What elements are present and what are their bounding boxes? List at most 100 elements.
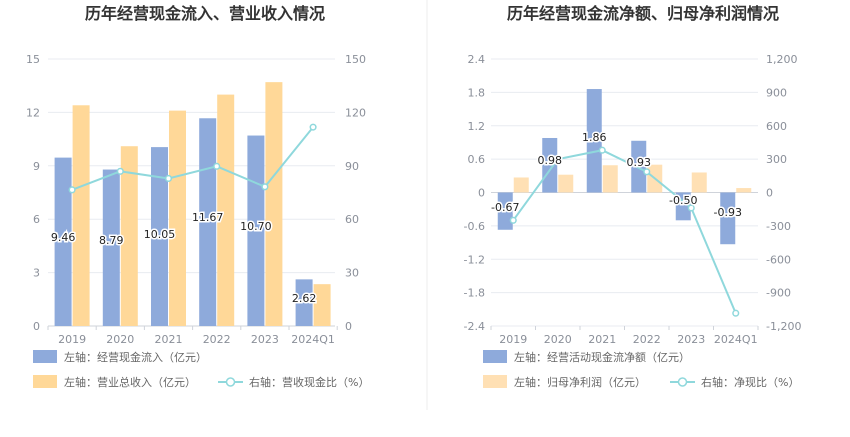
bar-net-cash-flow bbox=[542, 137, 558, 193]
right-axis-tick-label: -1,200 bbox=[766, 320, 801, 333]
bar-revenue bbox=[217, 94, 235, 326]
bar-cash-inflow bbox=[54, 157, 72, 326]
left-axis-tick-label: 2.4 bbox=[468, 53, 486, 66]
bar-data-label: 10.70 bbox=[240, 220, 272, 233]
x-axis-tick-label: 2019 bbox=[499, 333, 527, 346]
x-axis-tick-label: 2021 bbox=[155, 333, 183, 346]
bar-data-label: -0.93 bbox=[714, 206, 742, 219]
right-axis-tick-label: 0 bbox=[766, 187, 773, 200]
ratio-point bbox=[68, 186, 76, 194]
bar-data-label: -0.50 bbox=[669, 194, 697, 207]
left-axis-tick-label: -1.8 bbox=[464, 287, 485, 300]
left-axis-tick-label: 15 bbox=[26, 53, 40, 66]
legend-label: 右轴：净现比（%） bbox=[701, 375, 799, 389]
bar-net-profit bbox=[602, 165, 618, 193]
bar-revenue bbox=[72, 105, 90, 326]
right-axis-tick-label: 600 bbox=[766, 120, 787, 133]
left-axis-tick-label: 0 bbox=[478, 187, 485, 200]
legend-label: 左轴：经营现金流入（亿元） bbox=[64, 350, 207, 364]
bar-cash-inflow bbox=[102, 169, 120, 326]
bar-net-cash-flow bbox=[631, 140, 647, 193]
ratio-point bbox=[261, 183, 269, 191]
bar-cash-inflow bbox=[151, 147, 168, 326]
bar-revenue bbox=[120, 146, 138, 326]
right-axis-tick-label: 30 bbox=[345, 267, 359, 280]
left-axis-tick-label: 9 bbox=[33, 160, 40, 173]
bar-data-label: 1.86 bbox=[582, 131, 607, 144]
bar-data-label: 9.46 bbox=[51, 231, 76, 244]
bar-cash-inflow bbox=[247, 135, 265, 326]
ratio-point bbox=[116, 167, 124, 175]
ratio-point bbox=[554, 155, 562, 163]
x-axis-tick-label: 2022 bbox=[203, 333, 231, 346]
ratio-point bbox=[687, 204, 695, 212]
ratio-point bbox=[598, 146, 606, 154]
ratio-point bbox=[309, 123, 317, 131]
left-axis-tick-label: -1.2 bbox=[464, 253, 485, 266]
legend-swatch bbox=[483, 350, 507, 363]
left-axis-tick-label: 3 bbox=[33, 267, 40, 280]
left-axis-tick-label: -0.6 bbox=[464, 220, 485, 233]
left-axis-tick-label: -2.4 bbox=[464, 320, 485, 333]
left-axis-tick-label: 12 bbox=[26, 106, 40, 119]
bar-net-cash-flow bbox=[497, 192, 513, 230]
net-cash-flow-profit-chart: 历年经营现金流净额、归母净利润情况 2.4 1,200 1.8 900 1.2 600 0.6… bbox=[464, 4, 802, 389]
ratio-point bbox=[509, 216, 517, 224]
legend-swatch-marker bbox=[677, 377, 688, 387]
bar-data-label: -0.67 bbox=[491, 201, 519, 214]
x-axis-tick-label: 2021 bbox=[588, 333, 616, 346]
right-axis-tick-label: 120 bbox=[345, 106, 366, 119]
x-axis-tick-label: 2022 bbox=[633, 333, 661, 346]
bar-data-label: 0.93 bbox=[627, 156, 652, 169]
legend-swatch bbox=[483, 375, 507, 388]
legend-label: 左轴：归母净利润（亿元） bbox=[514, 375, 646, 389]
left-axis-tick-label: 6 bbox=[33, 213, 40, 226]
x-axis-tick-label: 2020 bbox=[544, 333, 572, 346]
ratio-line bbox=[512, 149, 737, 314]
bar-data-label: 0.98 bbox=[538, 154, 563, 167]
x-axis-tick-label: 2019 bbox=[58, 333, 86, 346]
right-axis-tick-label: 150 bbox=[345, 53, 366, 66]
cash-inflow-revenue-chart: 历年经营现金流入、营业收入情况 15 150 12 120 9 90 6 60 3 30 0 0 2019… bbox=[26, 4, 369, 389]
ratio-point bbox=[643, 168, 651, 176]
ratio-point bbox=[213, 162, 221, 170]
chart-title: 历年经营现金流净额、归母净利润情况 bbox=[507, 4, 779, 23]
bar-data-label: 10.05 bbox=[144, 228, 176, 241]
chart-title: 历年经营现金流入、营业收入情况 bbox=[85, 4, 325, 23]
right-axis-tick-label: 60 bbox=[345, 213, 359, 226]
x-axis-tick-label: 2020 bbox=[106, 333, 134, 346]
bar-cash-inflow bbox=[295, 279, 313, 326]
legend-label: 左轴：经营活动现金流净额（亿元） bbox=[514, 350, 690, 364]
legend-swatch-marker bbox=[225, 377, 236, 387]
bar-net-profit bbox=[513, 177, 529, 193]
right-axis-tick-label: -300 bbox=[766, 220, 791, 233]
bar-data-label: 2.62 bbox=[292, 292, 317, 305]
right-axis-tick-label: 900 bbox=[766, 86, 787, 99]
legend-swatch bbox=[33, 375, 57, 388]
ratio-point bbox=[732, 309, 740, 317]
bar-revenue bbox=[265, 82, 283, 326]
bar-net-profit bbox=[691, 172, 707, 193]
legend-swatch bbox=[33, 350, 57, 363]
bar-data-label: 11.67 bbox=[192, 211, 224, 224]
right-axis-tick-label: 0 bbox=[345, 320, 352, 333]
legend-label: 右轴：营收现金比（%） bbox=[249, 375, 369, 389]
x-axis-tick-label: 2023 bbox=[251, 333, 279, 346]
right-axis-tick-label: 300 bbox=[766, 153, 787, 166]
bar-net-profit bbox=[736, 188, 752, 193]
bar-revenue bbox=[169, 110, 186, 327]
left-axis-tick-label: 1.8 bbox=[468, 86, 486, 99]
x-axis-tick-label: 2023 bbox=[677, 333, 705, 346]
left-axis-tick-label: 1.2 bbox=[468, 120, 486, 133]
right-axis-tick-label: -600 bbox=[766, 253, 791, 266]
x-axis-tick-label: 2024Q1 bbox=[714, 333, 758, 346]
bar-net-cash-flow bbox=[586, 89, 602, 193]
bar-data-label: 8.79 bbox=[99, 234, 124, 247]
bar-revenue bbox=[313, 284, 331, 326]
legend-label: 左轴：营业总收入（亿元） bbox=[64, 375, 196, 389]
bar-net-cash-flow bbox=[720, 192, 736, 245]
ratio-point bbox=[164, 174, 173, 182]
left-axis-tick-label: 0.6 bbox=[468, 153, 486, 166]
